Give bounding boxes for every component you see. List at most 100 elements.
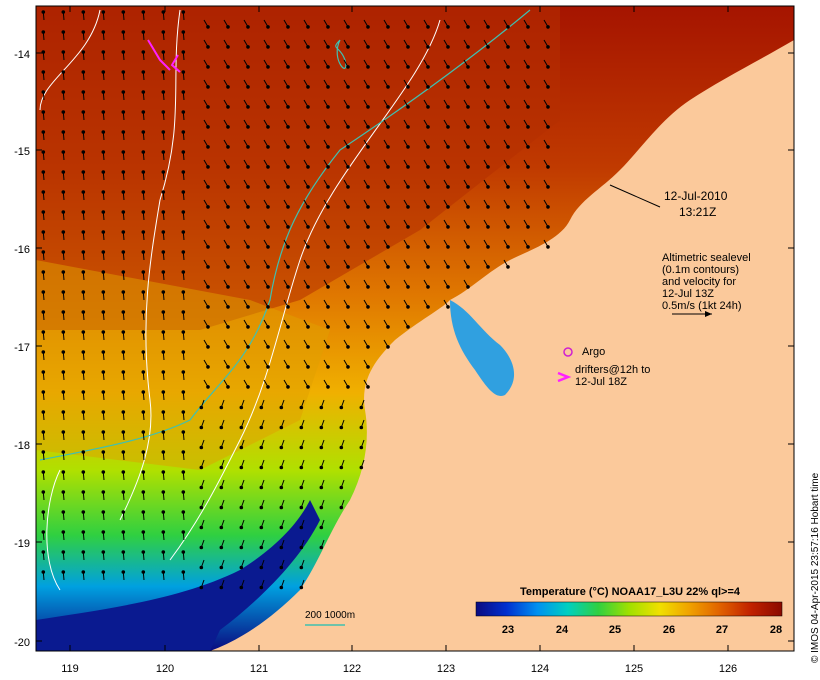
velocity-arrow-head [246, 65, 250, 69]
velocity-arrow-head [181, 530, 186, 534]
colorbar-tick: 28 [769, 624, 783, 636]
velocity-arrow-head [219, 445, 224, 450]
velocity-arrow-head [246, 85, 250, 89]
velocity-arrow-head [486, 245, 490, 249]
velocity-arrow-head [319, 425, 324, 430]
velocity-arrow-head [121, 390, 126, 394]
velocity-arrow-head [161, 90, 166, 94]
velocity-arrow-head [366, 145, 370, 149]
velocity-arrow-head [61, 10, 66, 14]
velocity-arrow-head [61, 150, 66, 154]
velocity-arrow-head [386, 285, 390, 289]
sea-mid-band [36, 260, 330, 470]
lat-tick: -19 [14, 538, 30, 550]
drifter-track [147, 39, 171, 71]
velocity-arrow-head [121, 230, 126, 234]
velocity-arrow-head [306, 365, 310, 369]
velocity-arrow-head [219, 565, 224, 570]
velocity-arrow-head [246, 265, 250, 269]
velocity-arrow-head [486, 25, 490, 29]
velocity-arrow-head [199, 565, 204, 570]
velocity-arrow-head [161, 330, 166, 334]
velocity-arrow-head [141, 370, 146, 374]
velocity-arrow-head [506, 225, 510, 229]
velocity-arrow-head [206, 325, 210, 329]
velocity-arrow-head [526, 105, 530, 109]
velocity-arrow-head [141, 190, 146, 194]
velocity-arrow-head [41, 70, 46, 74]
velocity-arrow-head [426, 205, 430, 209]
velocity-arrow-head [346, 285, 350, 289]
velocity-arrow-head [181, 490, 186, 494]
velocity-arrow-head [286, 205, 290, 209]
velocity-arrow-head [326, 45, 330, 49]
velocity-arrow-head [306, 145, 310, 149]
frame-ticks [36, 6, 794, 651]
velocity-arrow-head [286, 105, 290, 109]
velocity-arrow-head [81, 50, 86, 54]
velocity-arrow-head [326, 125, 330, 129]
velocity-arrow-head [61, 570, 66, 574]
velocity-arrow-head [141, 570, 146, 574]
velocity-arrow-head [101, 190, 106, 194]
velocity-arrow-head [121, 190, 126, 194]
velocity-arrow-head [326, 305, 330, 309]
velocity-arrow-head [101, 210, 106, 214]
velocity-arrow-head [219, 485, 224, 490]
velocity-arrow-head [199, 425, 204, 430]
lon-tick: 122 [342, 663, 362, 675]
velocity-arrow-head [41, 550, 46, 554]
velocity-arrow-head [41, 430, 46, 434]
velocity-arrow-head [61, 190, 66, 194]
velocity-arrow-head [486, 45, 490, 49]
velocity-arrow-head [219, 585, 224, 590]
velocity-arrow-head [426, 285, 430, 289]
velocity-arrow-head [506, 85, 510, 89]
velocity-arrow-head [181, 210, 186, 214]
velocity-arrow-head [446, 165, 450, 169]
velocity-arrow-head [239, 565, 244, 570]
velocity-arrow-head [406, 85, 410, 89]
velocity-arrow-head [101, 50, 106, 54]
velocity-arrow-head [181, 570, 186, 574]
velocity-arrow-head [81, 70, 86, 74]
velocity-arrow-head [319, 545, 324, 550]
velocity-arrow-head [81, 430, 86, 434]
velocity-arrow-head [246, 125, 250, 129]
velocity-arrow-head [121, 130, 126, 134]
velocity-arrow-head [466, 25, 470, 29]
velocity-arrow-head [346, 325, 350, 329]
velocity-arrow-head [259, 485, 264, 490]
velocity-arrow-head [121, 510, 126, 514]
velocity-arrow-head [526, 165, 530, 169]
velocity-arrow-head [286, 345, 290, 349]
velocity-arrow-head [81, 110, 86, 114]
velocity-arrow-head [101, 530, 106, 534]
velocity-arrow-head [181, 470, 186, 474]
velocity-arrow-head [219, 525, 224, 530]
velocity-arrow-head [299, 505, 304, 510]
velocity-arrow-head [546, 65, 550, 69]
velocity-arrow-head [266, 165, 270, 169]
velocity-arrow-head [101, 170, 106, 174]
velocity-arrow-head [41, 110, 46, 114]
velocity-arrow-head [181, 30, 186, 34]
velocity-arrow-head [161, 130, 166, 134]
velocity-arrow-head [306, 225, 310, 229]
velocity-arrow-head [286, 385, 290, 389]
velocity-arrow-head [266, 65, 270, 69]
map-time: 13:21Z [679, 205, 717, 219]
velocity-arrow-head [206, 225, 210, 229]
velocity-arrow-head [546, 85, 550, 89]
velocity-arrow-head [61, 310, 66, 314]
velocity-arrow-head [81, 490, 86, 494]
velocity-arrow-head [61, 550, 66, 554]
velocity-arrow-head [161, 410, 166, 414]
velocity-arrow-head [121, 530, 126, 534]
velocity-arrow-head [199, 545, 204, 550]
velocity-arrow-head [326, 145, 330, 149]
velocity-arrow-head [101, 430, 106, 434]
velocity-arrow-head [299, 445, 304, 450]
colorbar-title: Temperature (°C) NOAA17_L3U 22% ql>=4 [520, 586, 740, 598]
velocity-arrow-head [266, 365, 270, 369]
